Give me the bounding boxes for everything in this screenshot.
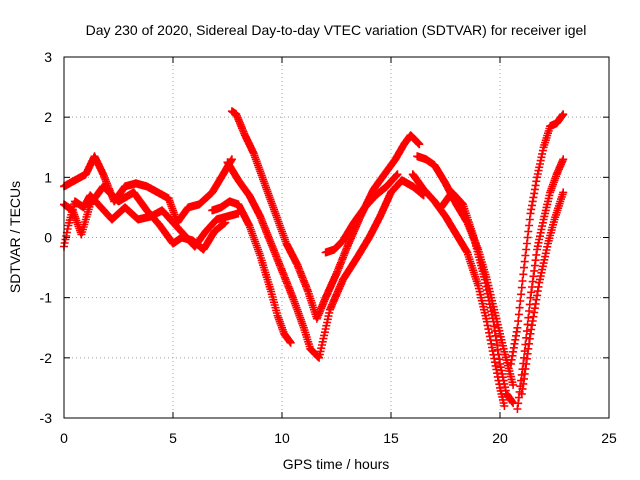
data-markers [408, 170, 509, 410]
y-tick-label: -1 [40, 290, 53, 306]
data-markers [227, 107, 424, 323]
series-track-9 [408, 170, 509, 410]
data-markers [321, 170, 402, 257]
data-markers [223, 158, 428, 362]
series-track-5 [60, 191, 243, 251]
series-track-12 [517, 188, 568, 398]
y-axis-title: SDTVAR / TECUs [7, 181, 23, 293]
y-tick-label: 2 [44, 109, 52, 125]
data-markers [413, 152, 518, 389]
chart-title: Day 230 of 2020, Sidereal Day-to-day VTE… [86, 22, 587, 38]
y-tick-label: 0 [44, 230, 52, 246]
x-tick-label: 10 [274, 430, 290, 446]
data-markers [506, 110, 568, 368]
x-tick-label: 15 [383, 430, 399, 446]
series-track-13 [321, 170, 402, 257]
data-markers [60, 191, 243, 251]
series-track-4 [208, 197, 295, 347]
tick-layer: 0 5 10 15 20 25 -3 -2 -1 0 1 2 3 [40, 49, 617, 446]
series-track-2 [227, 107, 424, 323]
x-axis-title: GPS time / hours [283, 456, 390, 472]
x-tick-label: 0 [60, 430, 68, 446]
data-layer [60, 107, 568, 413]
y-tick-label: -3 [40, 410, 53, 426]
series-track-7 [413, 152, 518, 389]
x-tick-label: 20 [492, 430, 508, 446]
data-markers [208, 197, 295, 347]
x-tick-label: 25 [601, 430, 617, 446]
series-track-3 [223, 158, 428, 362]
series-track-10 [506, 110, 568, 368]
y-tick-label: -2 [40, 350, 53, 366]
y-tick-label: 3 [44, 49, 52, 65]
y-tick-label: 1 [44, 169, 52, 185]
x-tick-label: 5 [169, 430, 177, 446]
data-markers [517, 188, 568, 398]
